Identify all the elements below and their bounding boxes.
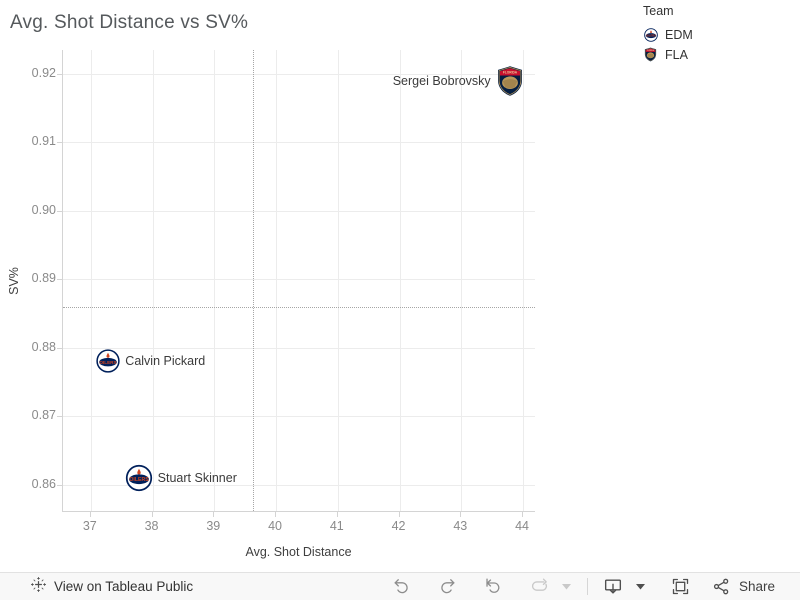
y-gridline bbox=[63, 484, 535, 486]
revert-button[interactable] bbox=[483, 576, 504, 597]
legend-title: Team bbox=[643, 4, 674, 18]
y-gridline bbox=[63, 142, 535, 144]
svg-text:FLORIDA: FLORIDA bbox=[503, 70, 518, 74]
x-tick-label: 37 bbox=[82, 519, 97, 533]
toolbar-divider bbox=[586, 578, 588, 595]
toolbar-actions: Share bbox=[391, 576, 775, 598]
x-tick-label: 40 bbox=[268, 519, 282, 533]
data-point-label: Calvin Pickard bbox=[125, 354, 206, 369]
x-gridline bbox=[337, 50, 339, 511]
x-tick-label: 44 bbox=[515, 519, 529, 533]
y-gridline bbox=[63, 73, 535, 75]
y-tick-mark bbox=[57, 484, 62, 486]
data-point-stuart-skinner[interactable]: OILERS bbox=[126, 464, 153, 491]
reference-line-sv-pct bbox=[63, 306, 535, 308]
download-caret-icon[interactable] bbox=[635, 583, 645, 590]
reference-line-avg-shot-distance bbox=[253, 50, 255, 511]
tableau-logo-icon bbox=[30, 576, 47, 598]
svg-text:OILERS: OILERS bbox=[645, 33, 655, 37]
share-label[interactable]: Share bbox=[738, 579, 775, 594]
fla-team-logo-icon: FLORIDA bbox=[643, 47, 658, 63]
legend: Team OILERS EDM FLORIDA FLA bbox=[643, 4, 793, 65]
x-tick-mark bbox=[89, 512, 91, 517]
y-tick-mark bbox=[57, 142, 62, 144]
legend-item-label: EDM bbox=[665, 27, 693, 42]
x-gridline bbox=[152, 50, 154, 511]
y-tick-mark bbox=[57, 210, 62, 212]
y-tick-label: 0.86 bbox=[31, 476, 56, 491]
x-axis-title: Avg. Shot Distance bbox=[245, 545, 352, 559]
y-tick-mark bbox=[57, 73, 62, 75]
x-tick-mark bbox=[151, 512, 153, 517]
y-axis-title: SV% bbox=[7, 267, 21, 295]
svg-text:OILERS: OILERS bbox=[130, 477, 150, 483]
x-tick-label: 39 bbox=[206, 519, 221, 533]
x-gridline bbox=[90, 50, 92, 511]
x-gridline bbox=[276, 50, 278, 511]
y-tick-label: 0.90 bbox=[31, 202, 56, 217]
y-tick-mark bbox=[57, 416, 62, 418]
plot-area bbox=[62, 50, 535, 512]
view-on-tableau-public-label: View on Tableau Public bbox=[54, 579, 194, 594]
redo-button[interactable] bbox=[437, 576, 458, 597]
legend-item-fla[interactable]: FLORIDA FLA bbox=[643, 45, 793, 64]
legend-item-edm[interactable]: OILERS EDM bbox=[643, 25, 793, 44]
x-tick-mark bbox=[522, 512, 524, 517]
data-point-sergei-bobrovsky[interactable]: FLORIDA bbox=[496, 65, 524, 97]
x-gridline bbox=[399, 50, 401, 511]
y-tick-mark bbox=[57, 279, 62, 281]
legend-item-label: FLA bbox=[665, 47, 688, 62]
edm-team-logo-icon: OILERS bbox=[643, 27, 658, 43]
embed-toolbar: View on Tableau Public bbox=[0, 572, 800, 600]
x-tick-mark bbox=[336, 512, 338, 517]
data-point-calvin-pickard[interactable]: OILERS bbox=[96, 349, 120, 374]
x-tick-mark bbox=[398, 512, 400, 517]
x-tick-mark bbox=[460, 512, 462, 517]
share-button[interactable] bbox=[711, 576, 732, 597]
view-on-tableau-public-link[interactable]: View on Tableau Public bbox=[30, 576, 193, 598]
legend-items: OILERS EDM FLORIDA FLA bbox=[643, 25, 793, 64]
x-tick-label: 43 bbox=[453, 519, 468, 533]
x-tick-label: 41 bbox=[329, 519, 344, 533]
y-tick-label: 0.87 bbox=[31, 408, 56, 423]
download-button[interactable] bbox=[602, 576, 624, 598]
y-gridline bbox=[63, 279, 535, 281]
y-gridline bbox=[63, 347, 535, 349]
x-gridline bbox=[461, 50, 463, 511]
y-gridline bbox=[63, 416, 535, 418]
y-tick-label: 0.89 bbox=[31, 271, 56, 286]
refresh-button[interactable] bbox=[529, 576, 550, 597]
fullscreen-button[interactable] bbox=[670, 576, 691, 597]
svg-text:OILERS: OILERS bbox=[100, 360, 117, 365]
undo-button[interactable] bbox=[391, 576, 412, 597]
refresh-caret-icon[interactable] bbox=[561, 583, 571, 590]
x-tick-label: 42 bbox=[391, 519, 406, 533]
x-gridline bbox=[523, 50, 525, 511]
x-tick-label: 38 bbox=[144, 519, 159, 533]
x-tick-mark bbox=[213, 512, 215, 517]
x-tick-mark bbox=[275, 512, 277, 517]
y-tick-label: 0.92 bbox=[31, 65, 56, 80]
y-tick-label: 0.88 bbox=[31, 339, 56, 354]
x-gridline bbox=[214, 50, 216, 511]
y-tick-mark bbox=[57, 347, 62, 349]
data-point-label: Sergei Bobrovsky bbox=[392, 73, 491, 88]
data-point-label: Stuart Skinner bbox=[157, 470, 237, 485]
y-tick-label: 0.91 bbox=[31, 134, 56, 149]
y-gridline bbox=[63, 210, 535, 212]
chart-title: Avg. Shot Distance vs SV% bbox=[10, 12, 249, 33]
